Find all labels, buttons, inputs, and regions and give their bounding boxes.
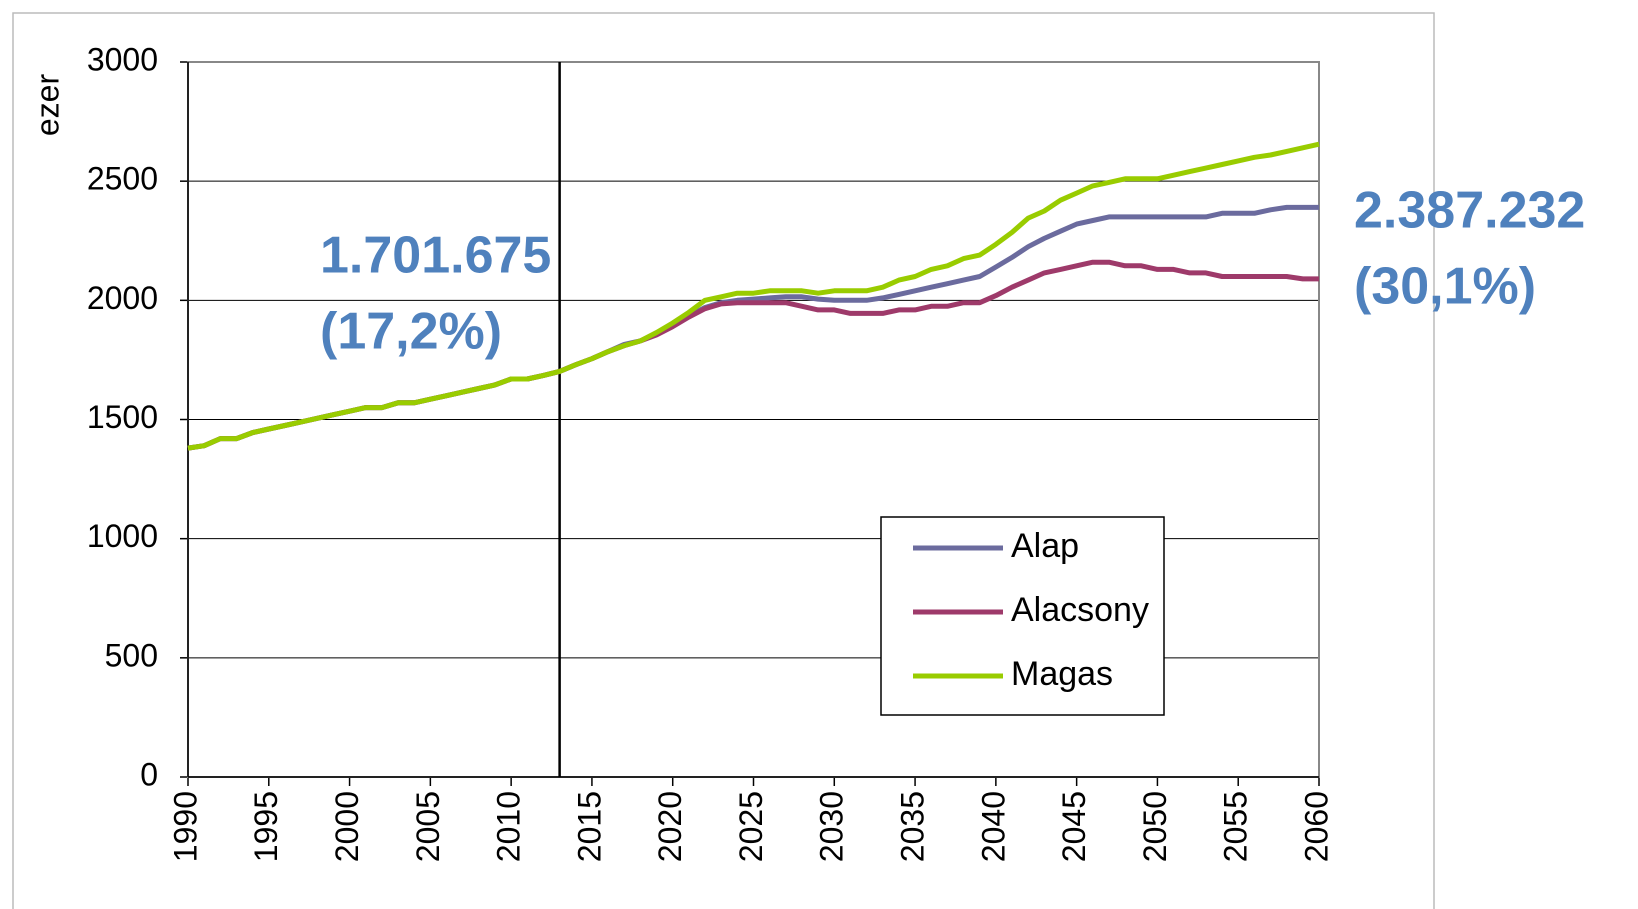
chart-frame xyxy=(12,12,1435,909)
legend-label: Alacsony xyxy=(1011,591,1149,629)
x-tick-label: 2025 xyxy=(733,791,769,862)
x-tick-label: 2045 xyxy=(1056,791,1092,862)
x-tick-label: 2000 xyxy=(329,791,365,862)
x-tick-label: 2015 xyxy=(571,791,607,862)
y-tick-label: 2500 xyxy=(87,161,158,197)
x-tick-label: 1995 xyxy=(248,791,284,862)
x-tick-label: 1990 xyxy=(167,791,203,862)
x-tick-label: 2040 xyxy=(975,791,1011,862)
y-tick-label: 500 xyxy=(105,637,158,673)
annotation: (30,1%) xyxy=(1354,258,1536,316)
y-tick-label: 1500 xyxy=(87,399,158,435)
x-tick-label: 2030 xyxy=(814,791,850,862)
legend-label: Alap xyxy=(1011,527,1079,565)
y-tick-label: 1000 xyxy=(87,518,158,554)
legend: Alap Alacsony Magas xyxy=(880,516,1165,716)
x-tick-label: 2055 xyxy=(1218,791,1254,862)
x-tick-label: 2035 xyxy=(895,791,931,862)
x-tick-label: 2005 xyxy=(410,791,446,862)
y-tick-label: 0 xyxy=(140,756,158,792)
annotation: 2.387.232 xyxy=(1354,182,1585,240)
legend-label: Magas xyxy=(1011,655,1113,693)
y-tick-label: 2000 xyxy=(87,280,158,316)
x-tick-label: 2010 xyxy=(491,791,527,862)
y-tick-label: 3000 xyxy=(87,41,158,77)
x-tick-label: 2050 xyxy=(1137,791,1173,862)
x-tick-label: 2060 xyxy=(1298,791,1334,862)
series-line xyxy=(187,141,1320,451)
x-tick-label: 2020 xyxy=(652,791,688,862)
y-axis-label: ezer xyxy=(29,74,65,137)
annotation: 1.701.675 xyxy=(320,227,551,285)
annotation: (17,2%) xyxy=(320,303,502,361)
